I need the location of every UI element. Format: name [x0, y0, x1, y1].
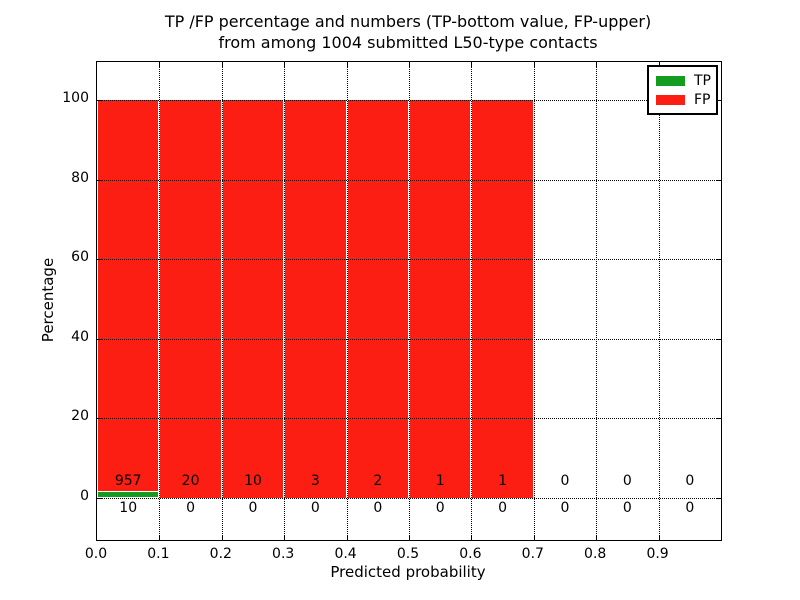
fp-count-label: 0 [622, 473, 632, 489]
tp-count-label: 0 [248, 500, 258, 516]
grid-line-vertical [409, 62, 410, 540]
x-tick-mark [346, 535, 348, 540]
fp-count-label: 10 [244, 473, 262, 489]
y-tick-mark [97, 259, 102, 260]
legend-entry-tp: TP [656, 71, 716, 90]
tp-count-label: 0 [498, 500, 508, 516]
grid-line-vertical [221, 62, 223, 540]
y-tick-label: 0 [80, 488, 89, 504]
fp-bar [284, 100, 347, 498]
fp-count-label: 1 [498, 473, 508, 489]
y-tick-mark [97, 100, 102, 101]
x-tick-mark [221, 535, 223, 540]
x-tick-label: 0.6 [459, 546, 482, 562]
x-axis-label: Predicted probability [330, 563, 486, 581]
x-tick-mark [471, 535, 473, 540]
x-tick-mark [533, 62, 535, 67]
y-tick-mark [97, 418, 102, 419]
fp-count-label: 957 [114, 473, 142, 489]
fp-count-label: 1 [435, 473, 445, 489]
y-tick-mark [716, 498, 721, 499]
legend-label-tp: TP [694, 72, 711, 89]
y-tick-mark [97, 339, 102, 340]
fp-bar [159, 100, 222, 498]
x-tick-mark [658, 62, 660, 67]
grid-line-vertical [471, 62, 473, 540]
fp-bar [346, 100, 409, 498]
tp-count-label: 0 [373, 500, 383, 516]
tp-count-label: 0 [622, 500, 632, 516]
x-tick-label: 0.2 [209, 546, 232, 562]
x-tick-mark [596, 535, 598, 540]
grid-line-vertical [284, 62, 286, 540]
x-tick-mark [533, 535, 535, 540]
x-tick-mark [159, 535, 161, 540]
x-tick-mark [346, 62, 348, 67]
x-tick-label: 0.3 [272, 546, 295, 562]
y-tick-label: 80 [71, 170, 89, 186]
chart-title: TP /FP percentage and numbers (TP-bottom… [96, 11, 720, 53]
x-tick-mark [596, 62, 598, 67]
chart-title-line1: TP /FP percentage and numbers (TP-bottom… [164, 12, 652, 31]
legend: TP FP [647, 65, 718, 115]
legend-entry-fp: FP [656, 90, 716, 109]
tp-count-label: 0 [435, 500, 445, 516]
fp-bar [221, 100, 285, 498]
fp-count-label: 20 [181, 473, 200, 489]
x-tick-mark [471, 62, 473, 67]
tp-count-label: 0 [685, 500, 695, 516]
fp-swatch-icon [656, 94, 685, 105]
x-tick-mark [221, 62, 223, 67]
x-tick-label: 0.7 [521, 546, 544, 562]
tp-count-label: 0 [560, 500, 570, 516]
tp-count-label: 0 [186, 500, 196, 516]
grid-line-vertical [658, 62, 660, 540]
x-tick-label: 0.0 [84, 546, 108, 562]
y-tick-mark [716, 418, 721, 419]
x-tick-mark [284, 62, 286, 67]
fp-bar [97, 100, 160, 491]
y-tick-mark [97, 498, 102, 499]
grid-line-vertical [346, 62, 348, 540]
fp-count-label: 0 [685, 473, 695, 489]
tp-swatch-icon [656, 75, 685, 86]
y-tick-label: 100 [62, 90, 89, 106]
tp-count-label: 10 [119, 500, 138, 516]
y-tick-mark [97, 180, 102, 181]
x-tick-label: 0.5 [396, 546, 420, 562]
y-tick-mark [716, 339, 721, 340]
x-tick-label: 0.9 [646, 546, 669, 562]
x-tick-label: 0.4 [334, 546, 357, 562]
x-tick-mark [159, 62, 161, 67]
x-tick-label: 0.1 [147, 546, 170, 562]
tp-count-label: 0 [310, 500, 320, 516]
x-tick-mark [658, 535, 660, 540]
y-tick-mark [716, 180, 721, 181]
x-tick-label: 0.8 [584, 546, 607, 562]
fp-count-label: 2 [373, 473, 383, 489]
legend-label-fp: FP [694, 91, 711, 108]
tp-bar [97, 491, 160, 498]
y-tick-mark [716, 259, 721, 260]
grid-line-vertical [159, 62, 161, 540]
fp-count-label: 3 [310, 473, 320, 489]
plot-area: 957 10 20 0 10 0 3 0 2 0 1 0 1 0 0 0 0 0 0 0 [96, 61, 722, 541]
y-tick-label: 40 [71, 329, 89, 345]
y-tick-label: 60 [71, 249, 89, 265]
x-tick-mark [409, 62, 410, 67]
fp-bar [409, 100, 472, 498]
chart-title-line2: from among 1004 submitted L50-type conta… [218, 33, 598, 52]
grid-line-vertical [533, 62, 535, 540]
grid-line-vertical [596, 62, 598, 540]
x-tick-mark [284, 535, 286, 540]
x-tick-mark [409, 535, 410, 540]
y-tick-label: 20 [71, 408, 89, 424]
fp-count-label: 0 [560, 473, 570, 489]
y-tick-mark [716, 100, 721, 101]
fp-bar [471, 100, 534, 498]
